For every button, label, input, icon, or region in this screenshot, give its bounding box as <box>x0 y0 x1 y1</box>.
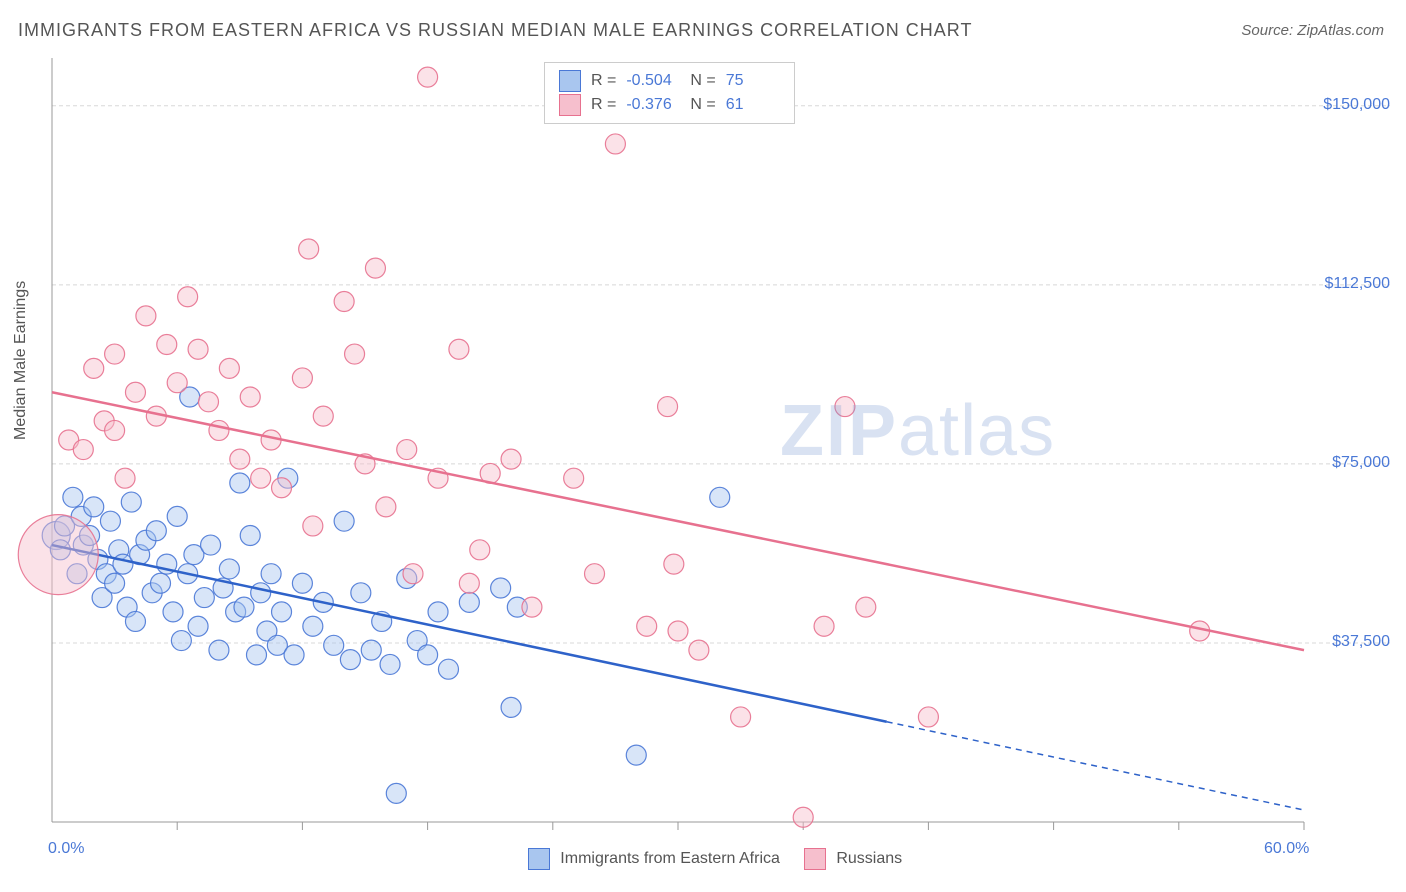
series-label: Russians <box>832 850 902 867</box>
legend-r-label: R = <box>591 93 616 117</box>
scatter-plot <box>0 0 1406 892</box>
legend-swatch <box>559 70 581 92</box>
legend-row: R = -0.376 N = 61 <box>559 93 780 117</box>
series-legend: Immigrants from Eastern Africa Russians <box>0 848 1406 870</box>
legend-r-value: -0.504 <box>626 69 680 93</box>
chart-container: IMMIGRANTS FROM EASTERN AFRICA VS RUSSIA… <box>0 0 1406 892</box>
legend-n-value: 61 <box>726 93 780 117</box>
legend-n-value: 75 <box>726 69 780 93</box>
y-tick: $150,000 <box>1300 96 1390 114</box>
legend-n-label: N = <box>690 69 715 93</box>
y-tick: $75,000 <box>1300 454 1390 472</box>
series-label: Immigrants from Eastern Africa <box>556 850 780 867</box>
series-swatch <box>804 848 826 870</box>
legend-row: R = -0.504 N = 75 <box>559 69 780 93</box>
legend-r-value: -0.376 <box>626 93 680 117</box>
legend-swatch <box>559 94 581 116</box>
legend-r-label: R = <box>591 69 616 93</box>
y-tick: $112,500 <box>1300 275 1390 293</box>
legend-n-label: N = <box>690 93 715 117</box>
y-tick: $37,500 <box>1300 633 1390 651</box>
correlation-legend: R = -0.504 N = 75 R = -0.376 N = 61 <box>544 62 795 124</box>
series-swatch <box>528 848 550 870</box>
